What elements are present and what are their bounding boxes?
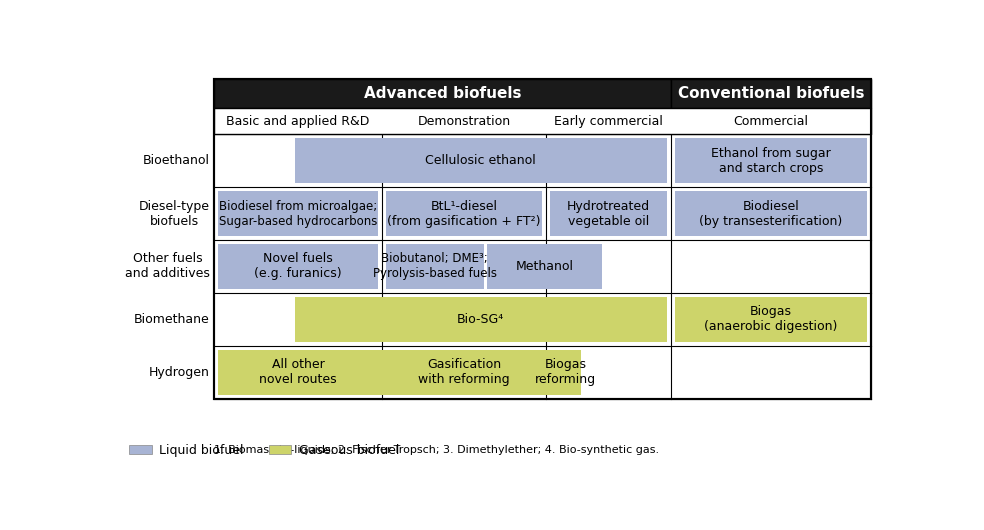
Text: Demonstration: Demonstration	[417, 115, 511, 128]
Text: Conventional biofuels: Conventional biofuels	[678, 86, 864, 101]
Bar	[487, 244, 602, 289]
Bar	[218, 191, 378, 236]
Bar	[295, 138, 667, 183]
Text: Hydrotreated
vegetable oil: Hydrotreated vegetable oil	[567, 200, 649, 228]
Text: Advanced biofuels: Advanced biofuels	[364, 86, 522, 101]
Bar	[675, 191, 867, 236]
Text: Biogas
(anaerobic digestion): Biogas (anaerobic digestion)	[705, 305, 837, 333]
Text: Diesel-type
biofuels: Diesel-type biofuels	[139, 200, 210, 228]
Bar	[295, 297, 667, 342]
Bar	[675, 138, 867, 183]
Text: 1. Biomass-to-liquids; 2. Fischer-Tropsch; 3. Dimethylether; 4. Bio-synthetic ga: 1. Biomass-to-liquids; 2. Fischer-Tropsc…	[215, 445, 659, 455]
Bar	[671, 79, 871, 108]
Text: Gasification
with reforming: Gasification with reforming	[418, 358, 510, 386]
Text: Ethanol from sugar
and starch crops: Ethanol from sugar and starch crops	[710, 147, 830, 175]
Text: Novel fuels
(e.g. furanics): Novel fuels (e.g. furanics)	[254, 252, 342, 280]
Text: Basic and applied R&D: Basic and applied R&D	[226, 115, 370, 128]
Text: Biodiesel
(by transesterification): Biodiesel (by transesterification)	[700, 200, 842, 228]
Text: BtL¹-diesel
(from gasification + FT²): BtL¹-diesel (from gasification + FT²)	[387, 200, 540, 228]
Legend: Liquid biofuel, Gaseous biofuel: Liquid biofuel, Gaseous biofuel	[124, 439, 404, 462]
Text: Biodiesel from microalgae;
Sugar-based hydrocarbons: Biodiesel from microalgae; Sugar-based h…	[219, 200, 377, 228]
Text: Cellulosic ethanol: Cellulosic ethanol	[425, 154, 536, 167]
Text: All other
novel routes: All other novel routes	[260, 358, 337, 386]
Bar	[386, 191, 542, 236]
Text: Biomethane: Biomethane	[134, 313, 210, 326]
Text: Bio-SG⁴: Bio-SG⁴	[458, 313, 505, 326]
Bar	[675, 297, 867, 342]
Bar	[215, 79, 671, 108]
Text: Commercial: Commercial	[733, 115, 808, 128]
Bar	[215, 79, 871, 399]
Text: Hydrogen: Hydrogen	[149, 366, 210, 378]
Text: Bioethanol: Bioethanol	[143, 154, 210, 167]
Text: Biobutanol; DME³;
Pyrolysis-based fuels: Biobutanol; DME³; Pyrolysis-based fuels	[373, 252, 497, 280]
Bar	[550, 191, 667, 236]
Bar	[386, 244, 483, 289]
Bar	[218, 244, 378, 289]
Text: Biogas
reforming: Biogas reforming	[534, 358, 596, 386]
Bar	[215, 79, 871, 399]
Text: Early commercial: Early commercial	[554, 115, 663, 128]
Text: Other fuels
and additives: Other fuels and additives	[125, 252, 210, 280]
Bar	[215, 108, 871, 135]
Bar	[218, 350, 581, 395]
Text: Methanol: Methanol	[516, 260, 574, 273]
